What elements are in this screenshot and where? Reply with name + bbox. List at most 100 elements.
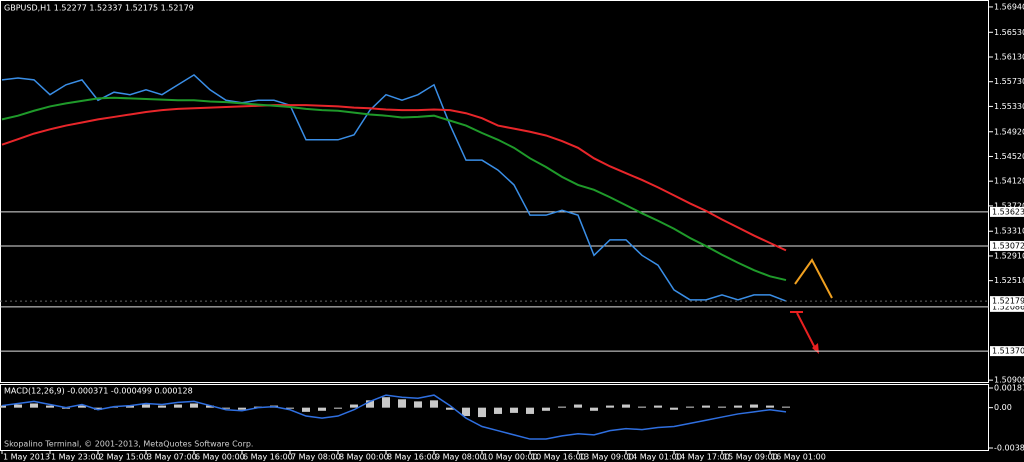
histogram-bar: [46, 405, 54, 408]
histogram-bar: [366, 400, 374, 408]
x-tick-label: 6 May 16:00: [243, 453, 293, 462]
x-tick-label: 8 May 00:00: [339, 453, 389, 462]
level-label: 1.53623: [992, 207, 1024, 216]
x-tick-label: 9 May 08:00: [435, 453, 485, 462]
histogram-bar: [750, 404, 758, 408]
series-line: [1, 96, 787, 282]
histogram-bar: [30, 403, 38, 408]
x-tick-label: 8 May 16:00: [387, 453, 437, 462]
histogram-bar: [142, 404, 150, 408]
y-tick-label: 1.54520: [994, 152, 1024, 161]
y-tick-label: 1.54920: [994, 127, 1024, 136]
level-label-box: [990, 301, 1024, 312]
histogram-bar: [382, 397, 390, 408]
x-tick-label: 10 May 00:00: [483, 453, 538, 462]
histogram-bar: [190, 403, 198, 408]
histogram-bar: [94, 407, 102, 410]
histogram-bar: [0, 405, 6, 408]
x-tick-label: 13 May 09:00: [579, 453, 634, 462]
series-line: [1, 73, 787, 302]
histogram-bar: [670, 407, 678, 410]
forecast-arrow: [794, 258, 833, 299]
histogram-bar: [334, 407, 342, 409]
x-tick-label: 3 May 07:00: [147, 453, 197, 462]
y-tick-label: 1.53720: [994, 201, 1024, 210]
histogram-bar: [78, 405, 86, 408]
histogram-bar: [734, 405, 742, 408]
histogram-bar: [462, 407, 470, 417]
histogram-bar: [478, 407, 486, 418]
histogram-bar: [414, 401, 422, 408]
histogram-bar: [286, 407, 294, 409]
y-tick-label: 1.52910: [994, 251, 1024, 260]
y-tick-label: 0.00: [994, 403, 1012, 412]
y-tick-label: 1.56940: [994, 2, 1024, 11]
footer: Skopalino Terminal, © 2001-2013, MetaQuo…: [4, 440, 253, 449]
histogram-bar: [158, 405, 166, 408]
x-tick-label: 6 May 00:00: [195, 453, 245, 462]
level-label: 1.53072: [992, 241, 1024, 250]
y-tick-label: 1.50900: [994, 376, 1024, 385]
histogram-bar: [766, 405, 774, 408]
x-tick-label: 2 May 15:00: [99, 453, 149, 462]
histogram-bar: [574, 404, 582, 408]
y-tick-label: 0.001879: [994, 384, 1024, 393]
last-price-label: 1.52179: [992, 297, 1024, 306]
histogram-bar: [686, 406, 694, 408]
y-tick-label: 1.54120: [994, 177, 1024, 186]
x-tick-label: 1 May 2013: [3, 453, 50, 462]
histogram-bar: [526, 407, 534, 414]
level-label: 1.52086: [992, 302, 1024, 311]
histogram-bar: [206, 405, 214, 408]
down-arrow: [796, 312, 816, 349]
series-line: [1, 104, 787, 252]
histogram-bar: [622, 404, 630, 408]
histogram-bar: [238, 407, 246, 410]
x-tick-label: 7 May 08:00: [291, 453, 341, 462]
x-tick-label: 1 May 23:00: [51, 453, 101, 462]
level-label: 1.51370: [992, 347, 1024, 356]
histogram-bar: [510, 407, 518, 413]
histogram-bar: [558, 406, 566, 408]
main-panel-frame: [0, 0, 989, 383]
histogram-bar: [302, 407, 310, 412]
x-tick-label: 14 May 17:00: [675, 453, 730, 462]
level-label-box: [990, 346, 1024, 357]
histogram-bar: [702, 405, 710, 408]
x-tick-label: 10 May 16:00: [531, 453, 586, 462]
last-price-box: [990, 296, 1024, 307]
histogram-bar: [590, 407, 598, 411]
x-tick-label: 16 May 01:00: [771, 453, 826, 462]
y-tick-label: 1.56530: [994, 28, 1024, 37]
x-tick-label: 15 May 09:00: [723, 453, 778, 462]
histogram-bar: [430, 400, 438, 408]
histogram-bar: [542, 407, 550, 411]
level-label-box: [990, 206, 1024, 217]
chart-title: GBPUSD,H1 1.52277 1.52337 1.52175 1.5217…: [4, 4, 194, 13]
histogram-bar: [318, 407, 326, 411]
histogram-bar: [222, 407, 230, 409]
histogram-bar: [350, 404, 358, 408]
histogram-bar: [14, 404, 22, 408]
y-tick-label: 1.53310: [994, 227, 1024, 236]
histogram-bar: [638, 406, 646, 408]
histogram-bar: [174, 404, 182, 408]
histogram-bar: [494, 407, 502, 414]
histogram-bar: [398, 399, 406, 408]
y-tick-label: 1.55330: [994, 102, 1024, 111]
histogram-bar: [654, 405, 662, 408]
histogram-bar: [126, 405, 134, 408]
y-tick-label: 1.56130: [994, 52, 1024, 61]
histogram-bar: [782, 406, 790, 408]
y-tick-label: 1.52510: [994, 276, 1024, 285]
series-line: [1, 394, 787, 440]
y-tick-label: -0.003856: [994, 444, 1024, 453]
x-tick-label: 14 May 01:00: [627, 453, 682, 462]
histogram-bar: [606, 405, 614, 408]
histogram-bar: [718, 406, 726, 408]
y-tick-label: 1.55730: [994, 77, 1024, 86]
macd-panel-frame: [0, 384, 989, 451]
histogram-bar: [446, 407, 454, 410]
